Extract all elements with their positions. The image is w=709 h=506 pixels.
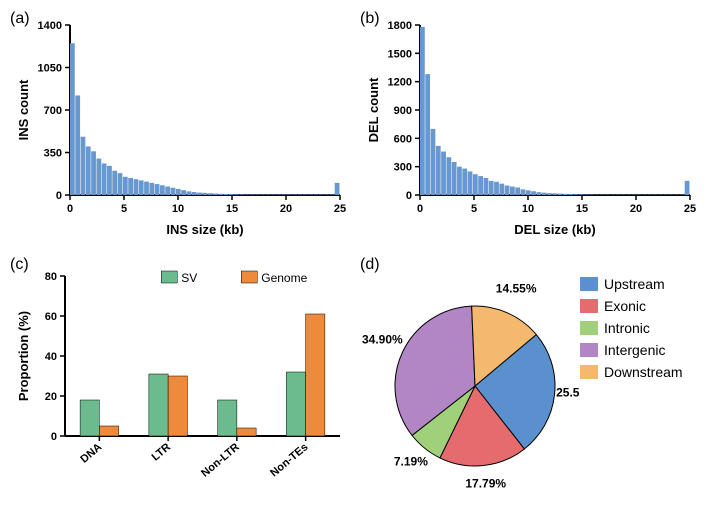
svg-text:DEL size (kb): DEL size (kb) <box>514 222 595 237</box>
panel-a: (a) 0 350 700 1050 1400 0 5 10 15 20 25 INS size (k… <box>10 10 350 246</box>
svg-text:10: 10 <box>172 203 184 215</box>
svg-text:1500: 1500 <box>388 48 412 60</box>
svg-text:Non-TEs: Non-TEs <box>268 441 310 479</box>
legend-item: Exonic <box>580 298 683 314</box>
svg-text:SV: SV <box>181 271 197 285</box>
legend-swatch <box>580 299 598 313</box>
svg-text:25: 25 <box>334 203 346 215</box>
svg-text:300: 300 <box>394 162 412 174</box>
panel-b-label: (b) <box>360 10 380 28</box>
svg-text:LTR: LTR <box>150 441 174 463</box>
svg-text:1050: 1050 <box>38 63 62 75</box>
panel-b: (b) 0 300 600 900 1200 1500 1800 0 5 10 15 20 25 DEL … <box>360 10 700 246</box>
svg-text:17.79%: 17.79% <box>465 476 506 490</box>
svg-text:DNA: DNA <box>78 441 104 466</box>
chart-c: 0 20 40 60 80 DNA LTR Non-LTR Non-TEs Proportion … <box>10 256 350 496</box>
svg-text:15: 15 <box>226 203 238 215</box>
legend-label: Exonic <box>604 298 646 314</box>
svg-text:20: 20 <box>280 203 292 215</box>
svg-text:0: 0 <box>56 190 62 202</box>
panel-d: (d) 25.52% 17.79% 7.19% 34.90% 14.55% Upstre… <box>360 256 700 496</box>
svg-text:0: 0 <box>417 203 423 215</box>
legend-label: Intronic <box>604 320 650 336</box>
svg-text:15: 15 <box>576 203 588 215</box>
svg-text:25.52%: 25.52% <box>556 386 580 400</box>
svg-text:1200: 1200 <box>388 77 412 89</box>
panel-a-label: (a) <box>10 10 30 28</box>
chart-b: 0 300 600 900 1200 1500 1800 0 5 10 15 20 25 DEL size… <box>360 10 700 240</box>
legend-label: Downstream <box>604 364 683 380</box>
panel-c-label: (c) <box>10 256 29 274</box>
svg-text:20: 20 <box>45 391 57 403</box>
svg-text:7.19%: 7.19% <box>394 454 428 468</box>
legend-item: Downstream <box>580 364 683 380</box>
svg-text:350: 350 <box>44 148 62 160</box>
svg-text:25: 25 <box>684 203 696 215</box>
legend-item: Upstream <box>580 276 683 292</box>
svg-text:Genome: Genome <box>261 271 307 285</box>
svg-text:600: 600 <box>394 133 412 145</box>
svg-text:700: 700 <box>44 105 62 117</box>
svg-text:900: 900 <box>394 105 412 117</box>
svg-text:0: 0 <box>51 431 57 443</box>
svg-text:5: 5 <box>471 203 477 215</box>
legend-swatch <box>580 321 598 335</box>
chart-d: 25.52% 17.79% 7.19% 34.90% 14.55% <box>360 256 580 496</box>
svg-text:Non-LTR: Non-LTR <box>199 441 242 480</box>
svg-text:14.55%: 14.55% <box>496 282 537 296</box>
legend-label: Upstream <box>604 276 665 292</box>
chart-a: 0 350 700 1050 1400 0 5 10 15 20 25 INS size (kb) IN… <box>10 10 350 240</box>
svg-text:0: 0 <box>406 190 412 202</box>
svg-text:0: 0 <box>67 203 73 215</box>
panel-c: (c) 0 20 40 60 80 DNA LTR Non-LTR Non-TEs Proport… <box>10 256 350 496</box>
svg-text:40: 40 <box>45 351 57 363</box>
legend-swatch <box>580 277 598 291</box>
svg-text:INS count: INS count <box>16 79 31 140</box>
svg-text:60: 60 <box>45 311 57 323</box>
legend-item: Intergenic <box>580 342 683 358</box>
panel-d-label: (d) <box>360 256 380 274</box>
svg-text:5: 5 <box>121 203 127 215</box>
svg-text:1800: 1800 <box>388 20 412 32</box>
legend-label: Intergenic <box>604 342 665 358</box>
svg-text:INS size (kb): INS size (kb) <box>166 222 243 237</box>
svg-text:34.90%: 34.90% <box>362 332 403 346</box>
svg-text:DEL count: DEL count <box>366 77 381 142</box>
svg-text:1400: 1400 <box>38 20 62 32</box>
svg-text:10: 10 <box>522 203 534 215</box>
legend-item: Intronic <box>580 320 683 336</box>
legend-swatch <box>580 343 598 357</box>
svg-text:80: 80 <box>45 271 57 283</box>
svg-text:20: 20 <box>630 203 642 215</box>
legend-d: Upstream Exonic Intronic Intergenic Downstre… <box>580 276 683 496</box>
svg-text:Proportion (%): Proportion (%) <box>16 311 31 401</box>
legend-swatch <box>580 365 598 379</box>
